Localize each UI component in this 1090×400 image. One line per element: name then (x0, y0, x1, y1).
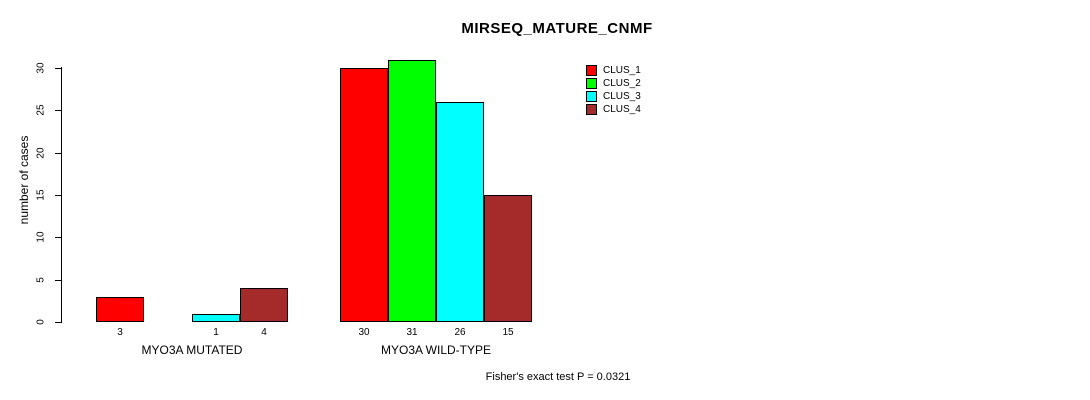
y-tick (55, 195, 62, 196)
legend-label: CLUS_3 (603, 91, 641, 102)
bar-CLUS_1-myo3a-mutated (96, 297, 144, 322)
y-tick (55, 110, 62, 111)
legend-item: CLUS_1 (586, 64, 641, 77)
bar-CLUS_2-myo3a-wild-type (388, 60, 436, 322)
bar-value-label: 3 (117, 327, 123, 338)
legend-label: CLUS_4 (603, 104, 641, 115)
chart-title: MIRSEQ_MATURE_CNMF (461, 20, 653, 37)
legend-label: CLUS_2 (603, 78, 641, 89)
bar-value-label: 30 (358, 327, 370, 338)
y-tick-label: 20 (35, 147, 47, 159)
legend-swatch-clus_2 (586, 78, 597, 89)
y-tick-label: 30 (35, 62, 47, 74)
legend: CLUS_1 CLUS_2 CLUS_3 CLUS_4 (586, 64, 641, 116)
bar-CLUS_3-myo3a-mutated (192, 314, 240, 322)
y-tick-label: 10 (35, 231, 47, 243)
bar-value-label: 31 (406, 327, 418, 338)
legend-swatch-clus_4 (586, 104, 597, 115)
legend-swatch-clus_3 (586, 91, 597, 102)
y-tick (55, 68, 62, 69)
y-tick-label: 5 (35, 277, 47, 283)
y-tick-label: 25 (35, 104, 47, 116)
y-tick-label: 15 (35, 189, 47, 201)
y-tick (55, 153, 62, 154)
legend-item: CLUS_2 (586, 77, 641, 90)
y-axis-label: number of cases (17, 135, 31, 225)
category-label: MYO3A WILD-TYPE (380, 343, 492, 357)
bar-CLUS_3-myo3a-wild-type (436, 102, 484, 322)
legend-label: CLUS_1 (603, 65, 641, 76)
legend-item: CLUS_4 (586, 103, 641, 116)
annotation-text: Fisher's exact test P = 0.0321 (485, 371, 631, 383)
y-tick (55, 237, 62, 238)
legend-item: CLUS_3 (586, 90, 641, 103)
category-label: MYO3A MUTATED (141, 343, 243, 357)
bar-value-label: 15 (502, 327, 514, 338)
y-tick (55, 322, 62, 323)
bar-value-label: 4 (261, 327, 267, 338)
legend-swatch-clus_1 (586, 65, 597, 76)
bar-CLUS_1-myo3a-wild-type (340, 68, 388, 322)
y-tick-label: 0 (35, 319, 47, 325)
bar-value-label: 26 (454, 327, 466, 338)
bar-CLUS_4-myo3a-mutated (240, 288, 288, 322)
bar-CLUS_4-myo3a-wild-type (484, 195, 532, 322)
bar-value-label: 1 (213, 327, 219, 338)
y-tick (55, 280, 62, 281)
